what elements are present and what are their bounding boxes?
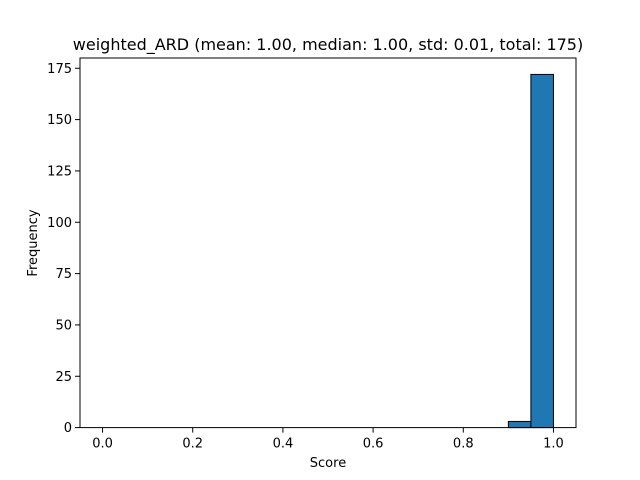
y-axis-label: Frequency bbox=[26, 209, 41, 276]
histogram-bar bbox=[507, 420, 532, 429]
x-tick-label: 0.6 bbox=[363, 437, 384, 452]
y-tick-label: 50 bbox=[55, 318, 72, 333]
x-tick-label: 0.2 bbox=[182, 437, 203, 452]
y-tick-label: 100 bbox=[47, 216, 72, 231]
x-tick-label: 0.8 bbox=[453, 437, 474, 452]
y-tick-label: 0 bbox=[64, 421, 72, 436]
y-tick-label: 75 bbox=[55, 267, 72, 282]
x-tick-label: 0.4 bbox=[273, 437, 294, 452]
plot-frame bbox=[79, 57, 577, 429]
y-tick-label: 125 bbox=[47, 164, 72, 179]
y-axis-ticks: 0 25 50 75 100 125 150 175 bbox=[47, 62, 80, 436]
histogram-bar bbox=[530, 73, 554, 429]
x-tick-label: 0.0 bbox=[92, 437, 113, 452]
chart-title: weighted_ARD (mean: 1.00, median: 1.00, … bbox=[73, 35, 583, 55]
y-tick-label: 150 bbox=[47, 113, 72, 128]
x-axis-label: Score bbox=[310, 456, 346, 471]
bars-group bbox=[507, 73, 554, 429]
y-tick-label: 25 bbox=[55, 370, 72, 385]
x-tick-label: 1.0 bbox=[543, 437, 564, 452]
x-axis-ticks: 0.0 0.2 0.4 0.6 0.8 1.0 bbox=[92, 427, 564, 452]
y-tick-label: 175 bbox=[47, 62, 72, 77]
